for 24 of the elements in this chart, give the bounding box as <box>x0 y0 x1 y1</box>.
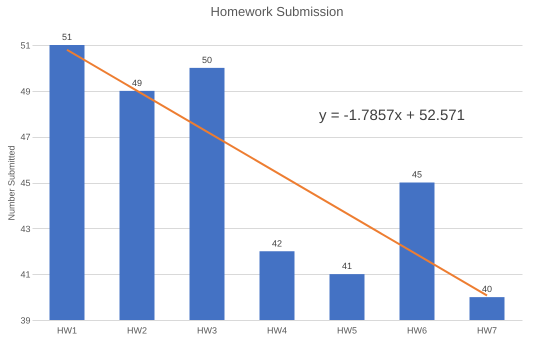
data-label: 49 <box>132 78 142 88</box>
data-label: 41 <box>342 261 352 272</box>
data-label: 51 <box>62 32 72 42</box>
y-tick-label: 41 <box>20 270 30 280</box>
y-tick-label: 51 <box>20 40 30 50</box>
x-tick-label: HW2 <box>127 326 147 336</box>
x-tick-label: HW5 <box>337 326 357 336</box>
data-label: 45 <box>412 170 422 180</box>
x-tick-label: HW3 <box>197 326 217 336</box>
data-label: 42 <box>272 238 282 248</box>
y-tick-label: 49 <box>20 86 30 96</box>
chart-title: Homework Submission <box>210 4 344 19</box>
y-tick-label: 47 <box>20 132 30 142</box>
x-tick-label: HW1 <box>57 326 77 336</box>
y-tick-label: 45 <box>20 178 30 188</box>
y-tick-label: 43 <box>20 224 30 234</box>
data-label: 50 <box>202 54 212 65</box>
annotation: y = -1.7857x + 52.571 <box>319 107 465 124</box>
data-label: 40 <box>482 284 492 294</box>
x-tick-label: HW6 <box>407 326 427 336</box>
y-tick-label: 39 <box>20 316 30 326</box>
x-tick-label: HW4 <box>267 326 287 336</box>
x-tick-label: HW7 <box>477 326 497 336</box>
y-axis-title: Number Submitted <box>6 145 16 221</box>
